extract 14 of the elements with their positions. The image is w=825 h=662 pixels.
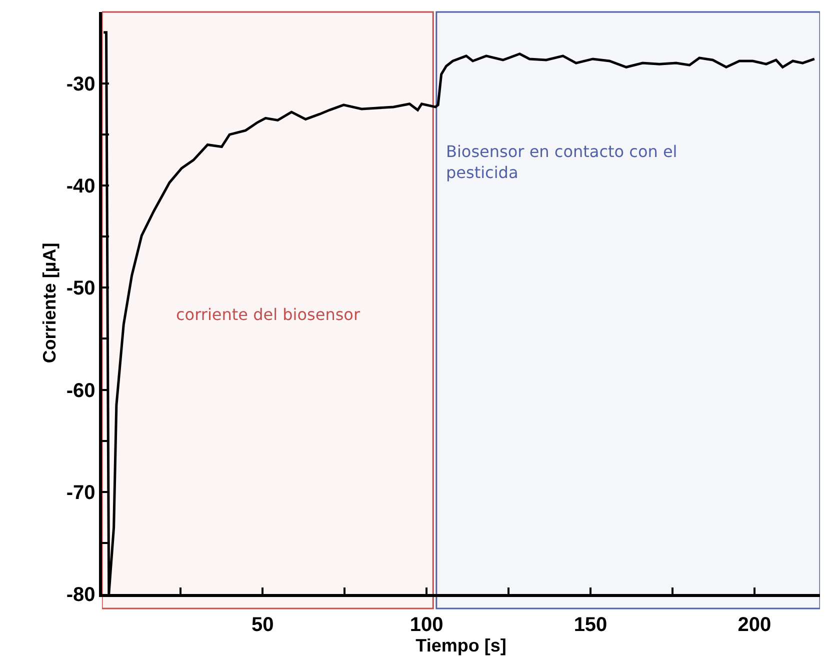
y-tick-label: -40 bbox=[66, 176, 96, 198]
y-tick-label: -70 bbox=[66, 482, 96, 504]
x-tick-label: 200 bbox=[738, 614, 772, 636]
band-label: Biosensor en contacto con el pesticida bbox=[446, 142, 678, 182]
y-tick-label: -30 bbox=[66, 73, 96, 96]
x-tick-label: 50 bbox=[252, 614, 274, 636]
y-axis-title: Corriente [µA] bbox=[40, 242, 60, 364]
y-tick-label: -60 bbox=[66, 380, 96, 402]
x-axis-title: Tiempo [s] bbox=[416, 636, 506, 656]
band-label: corriente del biosensor bbox=[176, 305, 360, 324]
x-tick-label: 100 bbox=[410, 614, 444, 636]
y-tick-label: -80 bbox=[66, 584, 96, 606]
y-tick-label: -50 bbox=[66, 278, 96, 300]
x-tick-label: 150 bbox=[574, 614, 608, 636]
